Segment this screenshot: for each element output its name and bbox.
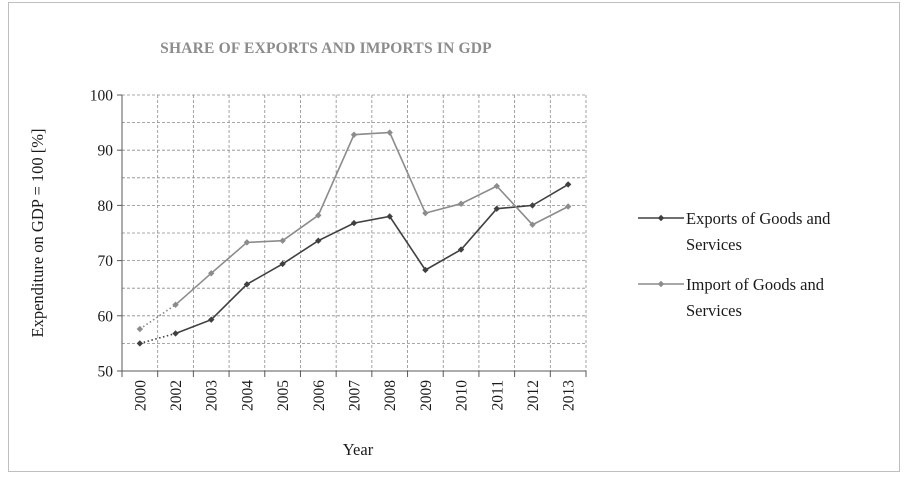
x-axis-title: Year — [343, 440, 374, 459]
y-tick-label: 50 — [98, 364, 114, 381]
legend-label-line: Exports of Goods and — [686, 209, 831, 228]
data-point — [351, 132, 357, 138]
series-1 — [137, 181, 572, 346]
data-point — [172, 330, 178, 336]
legend-label-line: Services — [686, 235, 742, 254]
legend-marker — [658, 281, 664, 287]
y-tick-label: 70 — [98, 253, 114, 270]
x-tick-label: 2009 — [418, 380, 435, 411]
data-point — [458, 201, 464, 207]
series-group — [137, 129, 572, 346]
y-tick-labels: 50 60 70 80 90 100 — [90, 88, 114, 381]
data-point — [351, 220, 357, 226]
x-tick-label: 2008 — [382, 380, 399, 411]
legend-marker — [658, 215, 664, 221]
x-tick-label: 2002 — [168, 380, 185, 411]
legend-entry: Exports of Goods and Services — [638, 209, 831, 254]
data-point — [565, 203, 571, 209]
x-tick-label: 2000 — [132, 380, 149, 411]
x-tick-labels: 2000 2002 2003 2004 2005 2006 2007 2008 2009 2010… — [132, 380, 577, 411]
data-point — [137, 340, 143, 346]
x-tick-label: 2010 — [454, 380, 471, 411]
legend-entry: Import of Goods and Services — [638, 275, 825, 320]
legend-label-line: Services — [686, 301, 742, 320]
legend-label: Exports of Goods and Services — [686, 209, 831, 254]
data-point — [386, 129, 392, 135]
chart-frame: SHARE OF EXPORTS AND IMPORTS IN GDP 50 60… — [8, 2, 900, 472]
line-chart: SHARE OF EXPORTS AND IMPORTS IN GDP 50 60… — [9, 3, 901, 473]
data-point — [529, 202, 535, 208]
x-tick-label: 2007 — [347, 380, 364, 411]
y-tick-label: 90 — [98, 143, 114, 160]
x-tick-label: 2012 — [525, 380, 542, 411]
x-tick-label: 2013 — [561, 380, 578, 411]
data-point — [422, 210, 428, 216]
x-tick-label: 2004 — [239, 380, 256, 411]
x-tick-label: 2003 — [204, 380, 221, 411]
y-tick-label: 60 — [98, 308, 114, 325]
y-tick-label: 80 — [98, 198, 114, 215]
x-tick-label: 2005 — [275, 380, 292, 411]
y-tick-label: 100 — [90, 88, 114, 105]
x-tick-label: 2011 — [489, 380, 506, 410]
series-line — [176, 133, 569, 305]
legend-label: Import of Goods and Services — [686, 275, 825, 320]
series-2 — [137, 129, 572, 332]
x-tick-label: 2006 — [311, 380, 328, 411]
chart-title: SHARE OF EXPORTS AND IMPORTS IN GDP — [160, 40, 492, 57]
data-point — [137, 326, 143, 332]
axes — [117, 95, 586, 377]
y-axis-title: Expenditure on GDP = 100 [%] — [28, 129, 47, 338]
legend-label-line: Import of Goods and — [686, 275, 825, 294]
